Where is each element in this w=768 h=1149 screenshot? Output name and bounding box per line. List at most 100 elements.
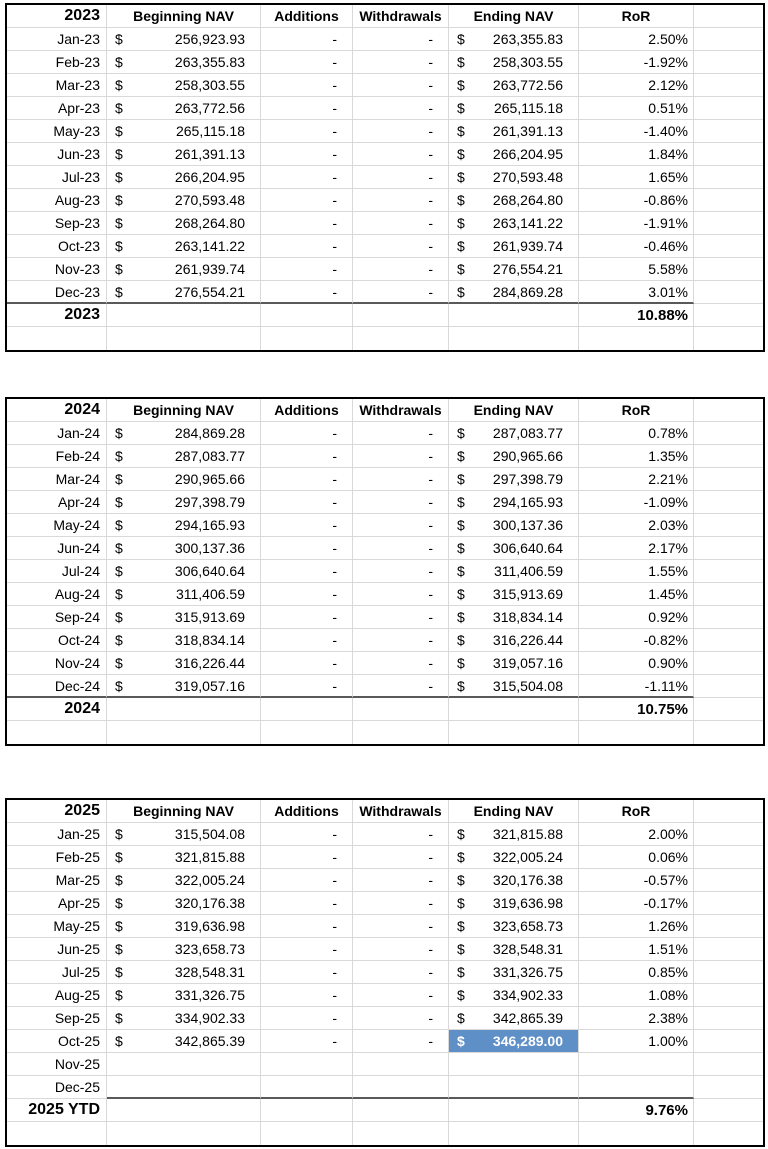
cell-beginning-nav[interactable]: $300,137.36 [107, 537, 261, 560]
cell-ror[interactable]: 2.03% [579, 514, 694, 537]
total-ror-cell[interactable]: 10.88% [579, 304, 694, 327]
beginning-nav-header-cell[interactable]: Beginning NAV [107, 5, 261, 28]
cell-spacer[interactable] [694, 1076, 763, 1099]
additions-header-cell[interactable]: Additions [261, 800, 353, 823]
cell-ror[interactable]: 0.90% [579, 652, 694, 675]
cell-spacer[interactable] [694, 721, 763, 744]
cell-ror[interactable]: 2.12% [579, 74, 694, 97]
cell-spacer[interactable] [694, 984, 763, 1007]
cell-month[interactable]: Jan-24 [7, 422, 107, 445]
cell-month[interactable]: Aug-23 [7, 189, 107, 212]
cell-ending-nav[interactable]: $328,548.31 [449, 938, 579, 961]
cell-withdrawals[interactable]: - [353, 629, 449, 652]
cell-withdrawals[interactable]: - [353, 846, 449, 869]
cell-ror[interactable]: 1.84% [579, 143, 694, 166]
cell-month[interactable]: Nov-25 [7, 1053, 107, 1076]
cell-ror[interactable]: -0.82% [579, 629, 694, 652]
cell-beginning-nav[interactable]: $323,658.73 [107, 938, 261, 961]
cell-empty[interactable] [7, 721, 107, 744]
cell-additions[interactable]: - [261, 28, 353, 51]
cell-empty[interactable] [7, 327, 107, 350]
cell-ending-nav[interactable]: $261,391.13 [449, 120, 579, 143]
cell-beginning-nav[interactable] [107, 1053, 261, 1076]
ending-nav-header-cell[interactable]: Ending NAV [449, 800, 579, 823]
cell-month[interactable]: Oct-23 [7, 235, 107, 258]
cell-ror[interactable]: 1.55% [579, 560, 694, 583]
cell-withdrawals[interactable]: - [353, 491, 449, 514]
cell-beginning-nav[interactable]: $331,326.75 [107, 984, 261, 1007]
cell-ror[interactable]: -1.92% [579, 51, 694, 74]
beginning-nav-header-cell[interactable]: Beginning NAV [107, 399, 261, 422]
cell-empty[interactable] [353, 721, 449, 744]
cell-spacer[interactable] [694, 892, 763, 915]
cell-additions[interactable]: - [261, 675, 353, 698]
cell-ror[interactable]: 3.01% [579, 281, 694, 304]
cell-beginning-nav[interactable]: $334,902.33 [107, 1007, 261, 1030]
cell-month[interactable]: Apr-24 [7, 491, 107, 514]
cell-withdrawals[interactable]: - [353, 97, 449, 120]
cell-withdrawals[interactable]: - [353, 258, 449, 281]
cell-empty[interactable] [579, 1122, 694, 1145]
cell-ror[interactable]: 1.08% [579, 984, 694, 1007]
cell-additions[interactable]: - [261, 938, 353, 961]
cell-ror[interactable]: 2.00% [579, 823, 694, 846]
cell-month[interactable]: Jan-25 [7, 823, 107, 846]
cell-beginning-nav[interactable]: $290,965.66 [107, 468, 261, 491]
cell-beginning-nav[interactable]: $268,264.80 [107, 212, 261, 235]
cell-ror[interactable] [579, 1053, 694, 1076]
cell-spacer[interactable] [694, 537, 763, 560]
cell-additions[interactable]: - [261, 97, 353, 120]
cell-ror[interactable]: -1.40% [579, 120, 694, 143]
spacer-header-cell[interactable] [694, 399, 763, 422]
cell-spacer[interactable] [694, 915, 763, 938]
cell-spacer[interactable] [694, 143, 763, 166]
cell-month[interactable]: May-25 [7, 915, 107, 938]
cell-beginning-nav[interactable]: $270,593.48 [107, 189, 261, 212]
cell-withdrawals[interactable]: - [353, 74, 449, 97]
cell-withdrawals[interactable]: - [353, 606, 449, 629]
cell-spacer[interactable] [694, 97, 763, 120]
cell-ending-nav[interactable]: $258,303.55 [449, 51, 579, 74]
cell-additions[interactable]: - [261, 51, 353, 74]
cell-spacer[interactable] [694, 1099, 763, 1122]
cell-withdrawals[interactable]: - [353, 1030, 449, 1053]
cell-spacer[interactable] [694, 327, 763, 350]
cell-ror[interactable]: 2.38% [579, 1007, 694, 1030]
cell-month[interactable]: Mar-24 [7, 468, 107, 491]
cell-ror[interactable]: 0.06% [579, 846, 694, 869]
cell-ror[interactable]: 1.51% [579, 938, 694, 961]
cell-spacer[interactable] [694, 961, 763, 984]
cell-month[interactable]: Sep-23 [7, 212, 107, 235]
cell-additions[interactable]: - [261, 1030, 353, 1053]
cell-beginning-nav[interactable]: $276,554.21 [107, 281, 261, 304]
cell-month[interactable]: Jun-25 [7, 938, 107, 961]
cell-beginning-nav[interactable]: $297,398.79 [107, 491, 261, 514]
cell-ending-nav[interactable]: $319,057.16 [449, 652, 579, 675]
cell-additions[interactable]: - [261, 143, 353, 166]
cell-withdrawals[interactable]: - [353, 675, 449, 698]
cell-additions[interactable]: - [261, 583, 353, 606]
cell-spacer[interactable] [694, 698, 763, 721]
cell-empty[interactable] [353, 1099, 449, 1122]
cell-month[interactable]: Mar-25 [7, 869, 107, 892]
cell-month[interactable]: Dec-24 [7, 675, 107, 698]
additions-header-cell[interactable]: Additions [261, 399, 353, 422]
cell-ending-nav[interactable]: $306,640.64 [449, 537, 579, 560]
cell-ending-nav[interactable]: $276,554.21 [449, 258, 579, 281]
cell-spacer[interactable] [694, 491, 763, 514]
cell-spacer[interactable] [694, 445, 763, 468]
cell-withdrawals[interactable]: - [353, 514, 449, 537]
cell-spacer[interactable] [694, 675, 763, 698]
year-header-cell[interactable]: 2023 [7, 5, 107, 28]
cell-empty[interactable] [353, 304, 449, 327]
cell-withdrawals[interactable]: - [353, 166, 449, 189]
cell-spacer[interactable] [694, 652, 763, 675]
cell-ending-nav[interactable]: $315,913.69 [449, 583, 579, 606]
cell-withdrawals[interactable]: - [353, 28, 449, 51]
cell-spacer[interactable] [694, 304, 763, 327]
cell-additions[interactable]: - [261, 1007, 353, 1030]
cell-withdrawals[interactable]: - [353, 583, 449, 606]
cell-withdrawals[interactable]: - [353, 235, 449, 258]
year-header-cell[interactable]: 2024 [7, 399, 107, 422]
cell-month[interactable]: Apr-25 [7, 892, 107, 915]
